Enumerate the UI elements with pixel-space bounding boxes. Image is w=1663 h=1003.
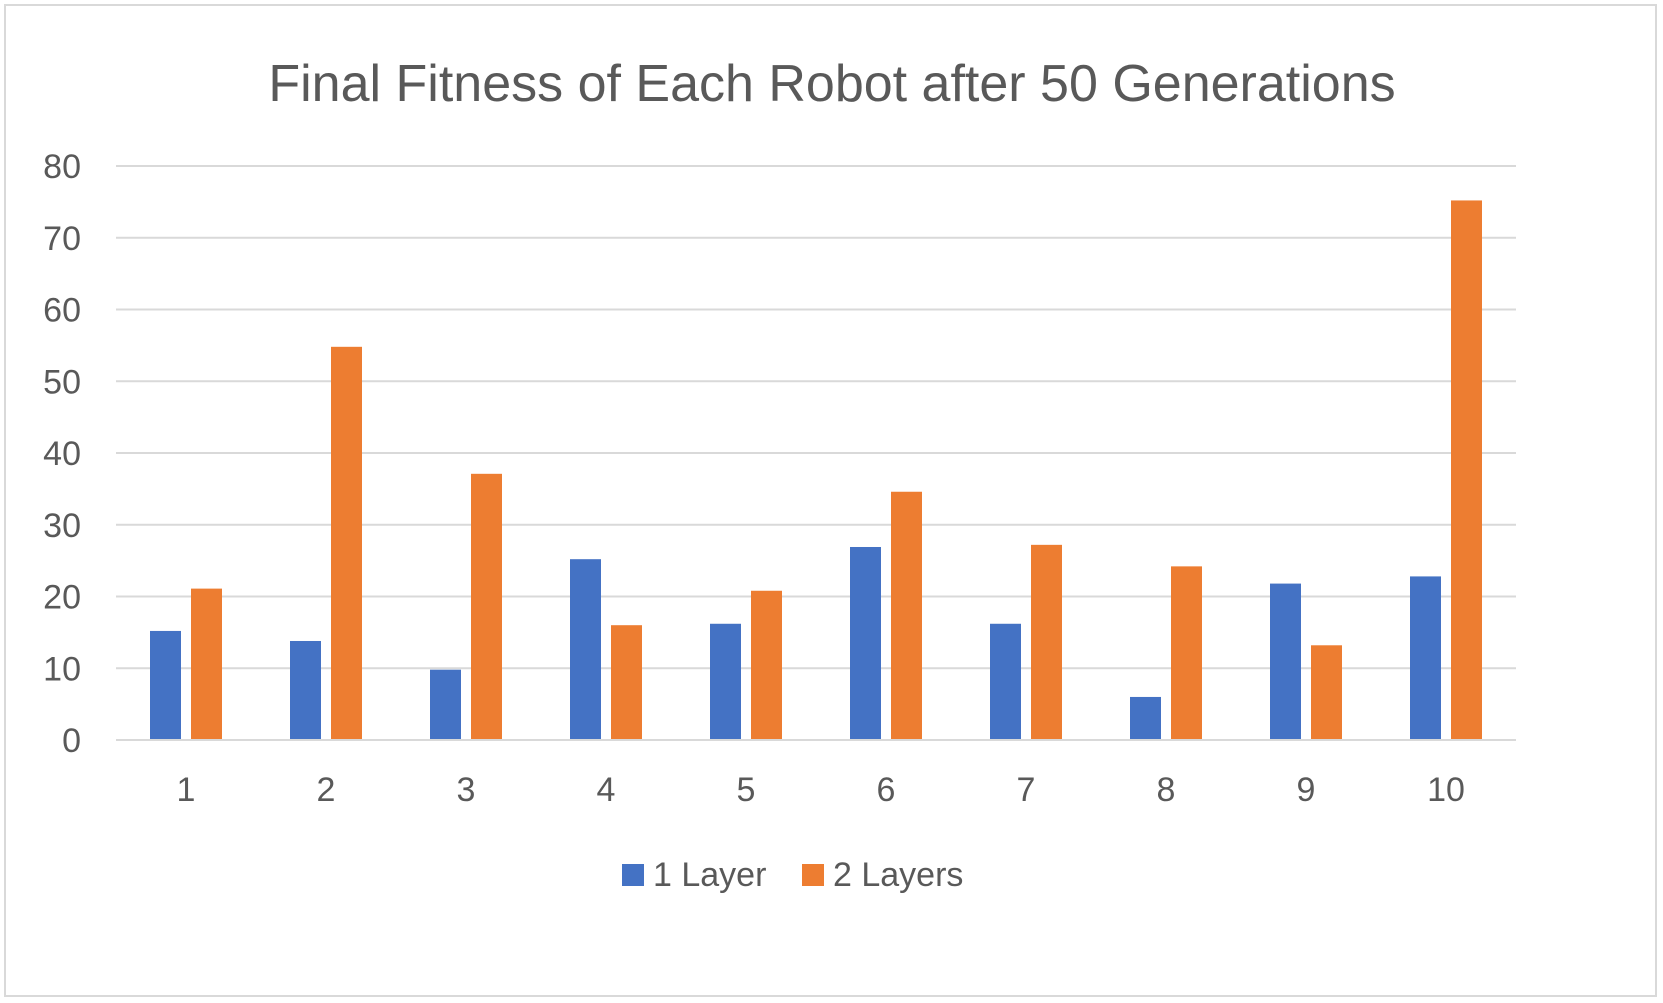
chart-title: Final Fitness of Each Robot after 50 Gen… [268, 55, 1395, 113]
x-tick-label: 6 [877, 771, 896, 809]
x-tick-label: 1 [177, 771, 196, 809]
bar-series-2-cat-6 [891, 491, 922, 740]
legend-swatch [802, 864, 824, 886]
x-tick-label: 8 [1157, 771, 1176, 809]
bar-series-2-cat-10 [1451, 200, 1482, 740]
legend-label: 1 Layer [653, 856, 766, 894]
y-tick-label: 30 [43, 507, 81, 545]
x-tick-label: 2 [317, 771, 336, 809]
bar-series-2-cat-1 [191, 588, 222, 740]
y-tick-label: 40 [43, 435, 81, 473]
bar-series-1-cat-10 [1410, 576, 1441, 740]
x-tick-label: 5 [737, 771, 756, 809]
bar-series-1-cat-6 [850, 546, 881, 740]
bar-series-2-cat-4 [611, 625, 642, 740]
y-tick-label: 20 [43, 579, 81, 617]
bar-series-2-cat-9 [1311, 645, 1342, 740]
y-axis-ticks: 0 10 20 30 40 50 60 70 80 [43, 148, 81, 760]
y-tick-label: 70 [43, 220, 81, 258]
y-tick-label: 50 [43, 363, 81, 401]
bar-series-1-cat-4 [570, 559, 601, 740]
y-tick-label: 10 [43, 650, 81, 688]
legend-swatch [622, 864, 644, 886]
x-tick-label: 3 [457, 771, 476, 809]
bar-series-2-cat-8 [1171, 566, 1202, 740]
x-tick-label: 4 [597, 771, 616, 809]
bar-series-1-cat-8 [1130, 696, 1161, 740]
bar-series-1-cat-9 [1270, 583, 1301, 740]
bar-series-1-cat-1 [150, 630, 181, 740]
bar-series-2-cat-3 [471, 473, 502, 740]
x-axis-ticks: 1 2 3 4 5 6 7 8 9 10 [177, 771, 1465, 809]
bars [150, 200, 1482, 740]
gridlines [116, 165, 1516, 670]
legend: 1 Layer 2 Layers [622, 856, 963, 894]
x-tick-label: 7 [1017, 771, 1036, 809]
x-tick-label: 9 [1297, 771, 1316, 809]
bar-series-2-cat-5 [751, 590, 782, 740]
bar-series-1-cat-7 [990, 623, 1021, 740]
y-tick-label: 60 [43, 292, 81, 330]
y-tick-label: 80 [43, 148, 81, 186]
bar-series-2-cat-7 [1031, 544, 1062, 740]
bar-series-1-cat-5 [710, 623, 741, 740]
x-tick-label: 10 [1427, 771, 1465, 809]
bar-series-1-cat-3 [430, 669, 461, 740]
legend-label: 2 Layers [833, 856, 963, 894]
chart-frame: Final Fitness of Each Robot after 50 Gen… [4, 4, 1657, 997]
y-tick-label: 0 [62, 722, 81, 760]
bar-series-2-cat-2 [331, 346, 362, 740]
bar-chart: Final Fitness of Each Robot after 50 Gen… [43, 55, 1516, 894]
bar-series-1-cat-2 [290, 640, 321, 740]
